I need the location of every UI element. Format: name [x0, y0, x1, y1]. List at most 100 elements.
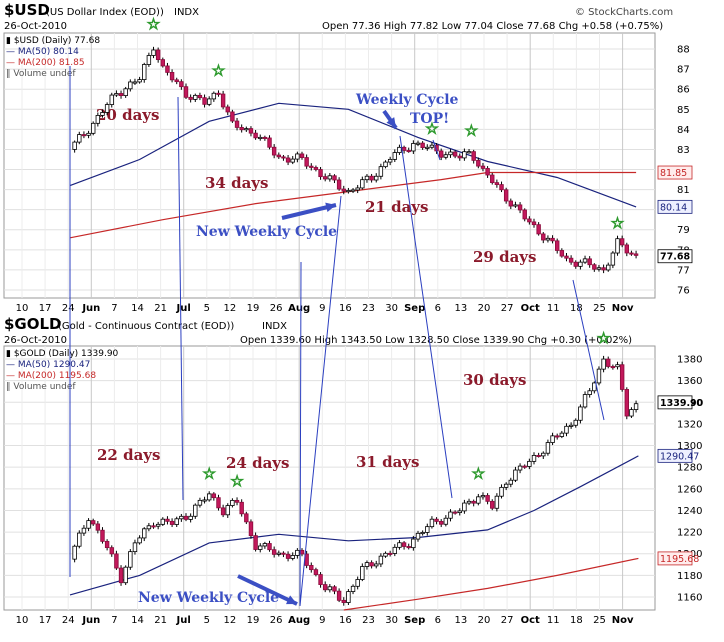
gold-candlestick: [629, 407, 634, 418]
gold-x-tick-label: 30: [385, 615, 398, 626]
usd-candlestick: [596, 264, 602, 272]
gold-candle-body: [443, 517, 449, 525]
usd-candlestick: [490, 172, 495, 185]
usd-candle-body: [155, 49, 161, 61]
gold-candle-body: [225, 505, 230, 516]
usd-candlestick: [183, 83, 189, 99]
usd-candlestick: [220, 90, 226, 110]
usd-candle-body: [304, 157, 309, 167]
gold-candle-body: [188, 515, 193, 520]
usd-candlestick: [522, 208, 527, 222]
usd-candle-body: [610, 252, 616, 266]
usd-candlestick: [239, 124, 244, 133]
gold-candlestick: [448, 509, 453, 522]
usd-candle-body: [258, 136, 263, 139]
gold-candlestick: [434, 517, 439, 525]
usd-candle-body: [216, 92, 221, 95]
usd-candlestick: [429, 142, 435, 150]
usd-candle-body: [271, 146, 277, 156]
annotation-gold-24-days: 24 days: [226, 454, 289, 472]
gold-candle-body: [313, 569, 319, 575]
usd-candlestick: [448, 149, 453, 158]
gold-x-tick-label: 25: [593, 615, 606, 626]
usd-candle-body: [262, 136, 268, 139]
gold-candle-body: [434, 518, 439, 522]
usd-candle-body: [508, 200, 513, 207]
usd-candlestick: [601, 264, 606, 274]
gold-legend-entry: — MA(200) 1195.68: [6, 371, 96, 381]
gold-candle-body: [573, 419, 578, 426]
gold-candle-body: [383, 552, 388, 557]
gold-candlestick: [188, 513, 193, 523]
usd-candle-body: [568, 257, 574, 263]
gold-candlestick: [91, 518, 96, 526]
gold-candlestick: [179, 513, 184, 522]
usd-candle-body: [118, 93, 124, 97]
usd-candle-body: [188, 96, 193, 100]
gold-candle-body: [197, 499, 203, 506]
gold-candlestick: [420, 530, 425, 536]
gold-candlestick: [364, 560, 370, 570]
usd-candle-body: [318, 169, 323, 178]
usd-x-tick-label: 25: [593, 303, 606, 314]
usd-x-tick-label: 27: [501, 303, 514, 314]
gold-candle-body: [248, 521, 254, 537]
gold-candlestick: [355, 576, 360, 590]
gold-candlestick: [225, 503, 230, 518]
gold-candlestick: [109, 545, 114, 557]
usd-candle-body: [596, 267, 602, 270]
usd-candlestick: [258, 134, 263, 141]
usd-candlestick: [624, 242, 629, 257]
usd-cycle-star-icon: ☆: [147, 15, 160, 33]
usd-candlestick: [462, 148, 467, 161]
gold-ma-line-ma200: [343, 557, 639, 611]
gold-candle-body: [281, 552, 286, 555]
gold-candlestick: [476, 493, 481, 506]
gold-candle-body: [578, 406, 583, 421]
gold-candlestick: [197, 497, 203, 508]
gold-candle-body: [114, 553, 119, 569]
gold-candle-body: [508, 479, 513, 485]
usd-x-tick-label: 12: [224, 303, 237, 314]
gold-candle-body: [234, 499, 240, 503]
gold-candlestick: [151, 522, 156, 529]
gold-candlestick: [318, 572, 323, 588]
usd-candlestick: [387, 156, 393, 166]
annotation-gold-31-days: 31 days: [356, 453, 419, 471]
usd-candlestick: [555, 238, 560, 254]
annotation-usd-new-weekly-cycle: New Weekly Cycle: [196, 224, 337, 240]
usd-top-arrow-head: [386, 117, 396, 128]
usd-candle-body: [276, 154, 281, 158]
usd-candlestick: [276, 152, 281, 159]
gold-candlestick: [183, 513, 189, 522]
usd-candle-body: [392, 152, 397, 160]
gold-candle-body: [81, 527, 87, 534]
usd-candle-body: [290, 158, 295, 163]
gold-candle-body: [592, 382, 597, 392]
usd-exchange: INDX: [174, 7, 199, 18]
gold-new-cycle-arrow-head: [286, 595, 297, 605]
gold-x-tick-label: 24: [62, 615, 75, 626]
usd-x-tick-label: Jul: [176, 303, 191, 314]
gold-candlestick: [253, 532, 258, 552]
gold-candle-body: [267, 543, 272, 551]
gold-candlestick: [592, 381, 597, 394]
usd-candle-body: [91, 122, 96, 134]
gold-candle-body: [480, 495, 486, 498]
gold-candlestick: [406, 543, 411, 550]
usd-candlestick: [564, 252, 569, 262]
usd-candle-body: [452, 151, 458, 157]
usd-candle-body: [619, 238, 625, 246]
usd-candle-body: [425, 146, 430, 149]
gold-candlestick: [114, 550, 119, 570]
usd-candlestick: [211, 91, 217, 102]
usd-candlestick: [132, 78, 138, 85]
usd-candlestick: [193, 93, 198, 103]
gold-candlestick: [415, 530, 421, 542]
gold-candle-body: [318, 574, 323, 585]
usd-candlestick: [104, 102, 110, 116]
gold-candlestick: [508, 477, 513, 488]
gold-candle-body: [295, 549, 300, 556]
gold-candle-body: [425, 526, 430, 533]
usd-candlestick: [304, 154, 309, 169]
